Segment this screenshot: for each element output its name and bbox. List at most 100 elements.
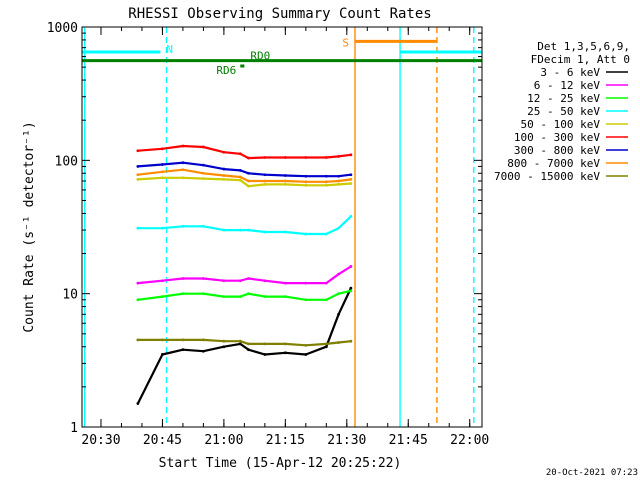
series-line xyxy=(137,215,352,236)
legend-entry-label: 3 - 6 keV xyxy=(540,66,600,79)
data-point xyxy=(238,342,242,346)
data-point xyxy=(304,298,308,302)
series-line xyxy=(137,144,352,160)
data-point xyxy=(324,156,328,159)
legend-entry-label: 800 - 7000 keV xyxy=(507,157,600,170)
data-point xyxy=(238,339,242,343)
data-point xyxy=(337,179,341,183)
data-point xyxy=(202,177,205,180)
data-point xyxy=(283,182,287,186)
data-point xyxy=(337,226,341,230)
data-point xyxy=(283,230,287,234)
legend-entry-label: 25 - 50 keV xyxy=(527,105,600,118)
x-tick-label: 21:00 xyxy=(204,433,243,448)
annotation-label: RD6 xyxy=(216,64,236,77)
data-point xyxy=(238,152,242,156)
data-point xyxy=(136,281,140,285)
data-point xyxy=(136,149,140,153)
data-point xyxy=(247,292,250,296)
data-point xyxy=(202,163,205,167)
data-point xyxy=(337,341,341,344)
data-point xyxy=(222,177,226,181)
y-tick-label: 10 xyxy=(62,288,78,303)
series-line xyxy=(136,287,352,404)
data-point xyxy=(136,173,140,177)
data-point xyxy=(349,214,353,218)
data-point xyxy=(247,179,250,183)
data-point xyxy=(181,161,185,165)
data-point xyxy=(283,179,287,183)
data-point xyxy=(349,289,353,293)
data-point xyxy=(263,279,267,283)
data-point xyxy=(181,144,185,148)
data-point xyxy=(238,178,242,182)
data-point xyxy=(181,338,185,342)
data-point xyxy=(238,175,242,179)
data-point xyxy=(136,165,140,168)
y-axis-label: Count Rate (s⁻¹ detector⁻¹) xyxy=(22,121,37,332)
legend: Det 1,3,5,6,9,FDecim 1, Att 03 - 6 keV6 … xyxy=(494,40,630,183)
data-point xyxy=(283,174,287,177)
data-point xyxy=(324,345,328,349)
data-point xyxy=(263,295,267,299)
data-point xyxy=(304,343,308,347)
data-point xyxy=(247,277,250,280)
data-point xyxy=(161,295,164,299)
data-point xyxy=(263,230,267,234)
data-point xyxy=(349,153,353,157)
data-point xyxy=(283,295,287,299)
legend-header-line: FDecim 1, Att 0 xyxy=(531,53,630,66)
data-point xyxy=(161,226,164,230)
data-point xyxy=(181,348,185,352)
x-tick-label: 21:45 xyxy=(389,433,428,448)
y-tick-label: 100 xyxy=(55,154,78,169)
data-point xyxy=(324,174,328,178)
data-point xyxy=(304,180,308,184)
data-point xyxy=(349,182,353,185)
data-point xyxy=(222,345,226,349)
series-line xyxy=(137,289,352,301)
data-point xyxy=(202,224,205,228)
data-point xyxy=(324,281,328,285)
legend-entry-label: 300 - 800 keV xyxy=(514,144,600,157)
x-tick-label: 21:30 xyxy=(327,433,366,448)
data-point xyxy=(202,277,205,280)
data-point xyxy=(222,228,226,232)
data-point xyxy=(136,177,140,181)
data-point xyxy=(263,182,267,186)
data-point xyxy=(238,279,242,283)
data-point xyxy=(238,295,242,299)
legend-entry-label: 6 - 12 keV xyxy=(534,79,601,92)
data-point xyxy=(247,228,250,232)
data-point xyxy=(337,174,341,178)
x-tick-label: 20:30 xyxy=(81,433,120,448)
x-tick-label: 21:15 xyxy=(266,433,305,448)
data-point xyxy=(222,174,226,177)
legend-entry-label: 7000 - 15000 keV xyxy=(494,170,600,183)
data-point xyxy=(324,342,328,346)
data-point xyxy=(283,342,287,346)
data-point xyxy=(263,156,267,159)
data-point xyxy=(349,286,353,290)
data-point xyxy=(349,339,353,343)
y-tick-label: 1 xyxy=(70,421,78,436)
data-point xyxy=(337,155,341,158)
data-point xyxy=(304,232,308,236)
data-point xyxy=(337,312,341,316)
data-point xyxy=(238,228,242,232)
data-point xyxy=(202,171,205,175)
data-point xyxy=(222,279,226,283)
data-point xyxy=(238,169,242,172)
data-point xyxy=(349,265,353,268)
data-point xyxy=(161,163,164,166)
data-point xyxy=(247,156,250,160)
data-point xyxy=(324,232,328,236)
chart-title: RHESSI Observing Summary Count Rates xyxy=(128,6,431,22)
data-point xyxy=(263,179,267,183)
y-tick-label: 1000 xyxy=(47,21,78,36)
series-line xyxy=(137,161,352,178)
x-axis-label: Start Time (15-Apr-12 20:25:22) xyxy=(159,456,402,471)
x-tick-label: 20:45 xyxy=(143,433,182,448)
data-point xyxy=(161,338,164,342)
